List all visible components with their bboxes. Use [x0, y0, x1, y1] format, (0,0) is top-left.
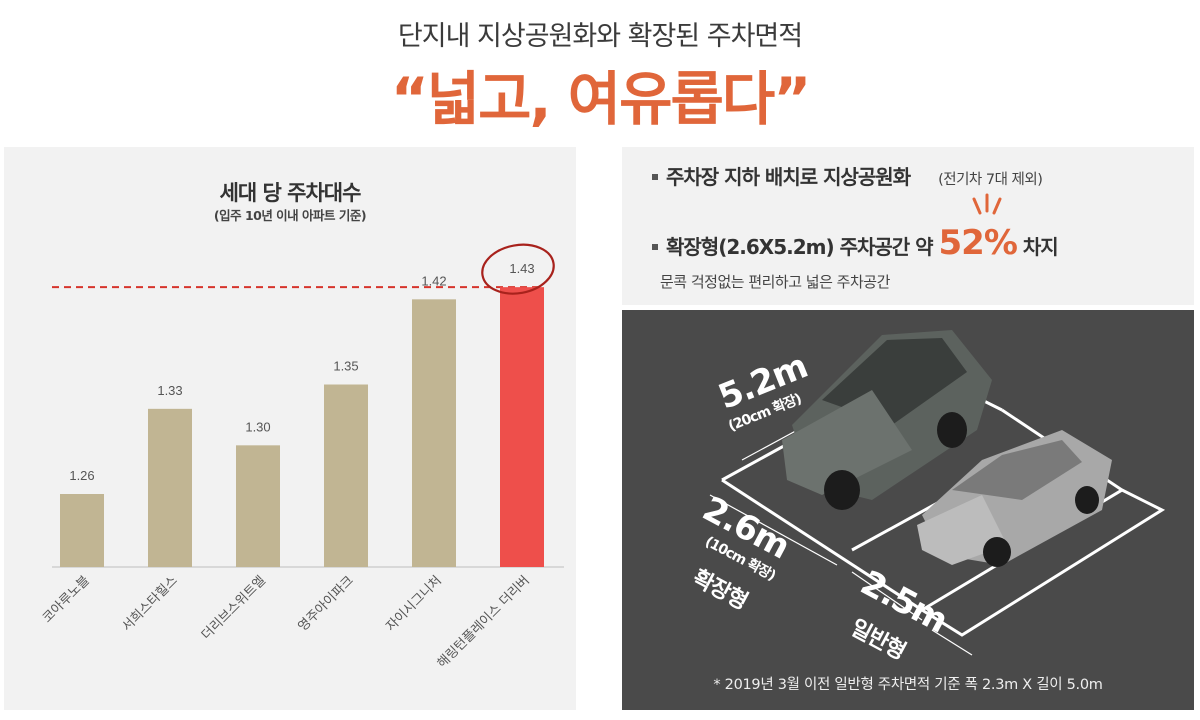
chart-subtitle: (입주 10년 이내 아파트 기준): [213, 208, 367, 223]
data-label-4: 1.42: [421, 273, 446, 288]
bar-0: [60, 494, 104, 567]
info-bullet-1: 주차장 지하 배치로 지상공원화 (전기차 7대 제외): [652, 161, 1043, 190]
category-label-0: 코아루노블: [40, 573, 93, 626]
suv-car-icon: [782, 330, 992, 510]
bar-5: [500, 287, 544, 567]
category-label-5: 해링턴플레이스 더리버: [435, 573, 533, 671]
bar-3: [324, 384, 368, 567]
category-label-4: 자이시그니처: [383, 573, 444, 634]
parking-illustration: 5.2m (20cm 확장) 2.6m (10cm 확장) 확장형 2.5m 일…: [622, 310, 1194, 710]
bullet-dot-icon: [652, 243, 658, 250]
category-label-3: 영주아이파크: [295, 573, 356, 634]
bullet-2-text: 확장형(2.6X5.2m) 주차공간 약: [666, 235, 939, 259]
chart-panel: 세대 당 주차대수 (입주 10년 이내 아파트 기준) 1.26 코아루노블 1.…: [4, 147, 576, 710]
emphasis-burst-icon: [972, 193, 1002, 215]
header: 단지내 지상공원화와 확장된 주차면적 “넓고, 여유롭다”: [0, 0, 1200, 140]
category-label-1: 서희스타힐스: [119, 573, 180, 634]
bullet-1-text: 주차장 지하 배치로 지상공원화: [666, 165, 911, 189]
data-label-2: 1.30: [245, 419, 270, 434]
footnote: * 2019년 3월 이전 일반형 주차면적 기준 폭 2.3m X 길이 5.…: [713, 677, 1103, 693]
bullet-2-suffix: 차지: [1016, 235, 1059, 259]
parking-diagram: [709, 330, 1166, 656]
data-label-0: 1.26: [69, 468, 94, 483]
data-label-3: 1.35: [333, 359, 358, 374]
page-subtitle: 단지내 지상공원화와 확장된 주차면적: [397, 21, 803, 52]
highlight-circle: [481, 243, 555, 295]
bullet-2-percent: 52%: [938, 223, 1018, 263]
page-headline: “넓고, 여유롭다”: [390, 65, 812, 133]
info-panel: 주차장 지하 배치로 지상공원화 (전기차 7대 제외) 확장형(2.6X5.2m…: [622, 147, 1194, 305]
category-label-2: 더리브스위트엘: [199, 573, 269, 643]
data-label-1: 1.33: [157, 383, 182, 398]
bar-4: [412, 299, 456, 567]
bar-chart: 1.26 코아루노블 1.33 서희스타힐스 1.30 더리브스위트엘 1.35 영주아이파크…: [40, 243, 564, 671]
sedan-car-icon: [917, 430, 1112, 567]
bullet-dot-icon: [652, 173, 658, 180]
info-description: 문콕 걱정없는 편리하고 넓은 주차공간: [660, 273, 890, 291]
bar-1: [148, 408, 192, 567]
data-label-5: 1.43: [509, 261, 534, 276]
info-bullet-2: 확장형(2.6X5.2m) 주차공간 약 52% 차지: [652, 223, 1059, 263]
bullet-1-note: (전기차 7대 제외): [938, 172, 1043, 188]
chart-title: 세대 당 주차대수: [219, 181, 362, 205]
bar-2: [236, 445, 280, 567]
